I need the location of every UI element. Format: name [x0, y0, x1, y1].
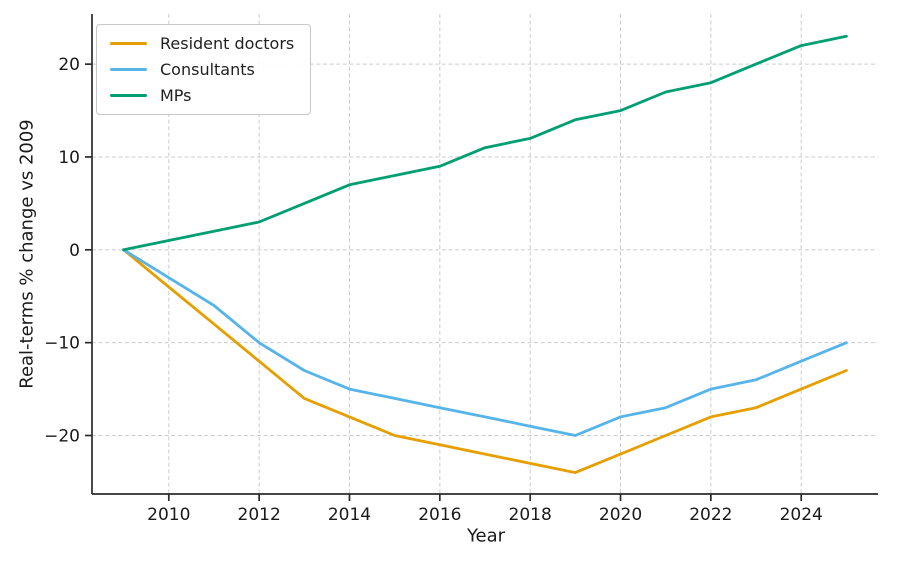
x-tick-label: 2018	[509, 505, 552, 525]
resident-doctors-line-swatch	[110, 42, 147, 45]
legend-label: Resident doctors	[160, 34, 295, 53]
legend-label: MPs	[160, 86, 192, 105]
y-tick-label: 0	[69, 241, 80, 261]
legend-item-mps: MPs	[110, 86, 294, 105]
y-axis-label: Real-terms % change vs 2009	[16, 119, 38, 389]
x-tick-label: 2014	[328, 505, 371, 525]
legend-item-consultants: Consultants	[110, 60, 294, 79]
y-tick-label: 20	[58, 55, 80, 75]
x-tick-label: 2024	[780, 505, 823, 525]
x-tick-label: 2022	[689, 505, 732, 525]
series-line-mps	[122, 34, 848, 252]
mps-line-swatch	[110, 94, 147, 97]
y-tick-label: −10	[44, 334, 80, 354]
legend-item-resident-doctors: Resident doctors	[110, 34, 294, 53]
series-line-resident-doctors	[122, 248, 848, 475]
series-line-consultants	[122, 248, 848, 437]
y-tick-label: 10	[58, 148, 80, 168]
y-tick-label: −20	[44, 427, 80, 447]
legend-label: Consultants	[160, 60, 255, 79]
x-tick-label: 2010	[147, 505, 190, 525]
x-tick-label: 2016	[418, 505, 461, 525]
x-tick-label: 2020	[599, 505, 642, 525]
legend: Resident doctors Consultants MPs	[96, 24, 312, 115]
x-axis-label: Year	[466, 525, 506, 547]
x-tick-label: 2012	[238, 505, 281, 525]
consultants-line-swatch	[110, 68, 147, 71]
